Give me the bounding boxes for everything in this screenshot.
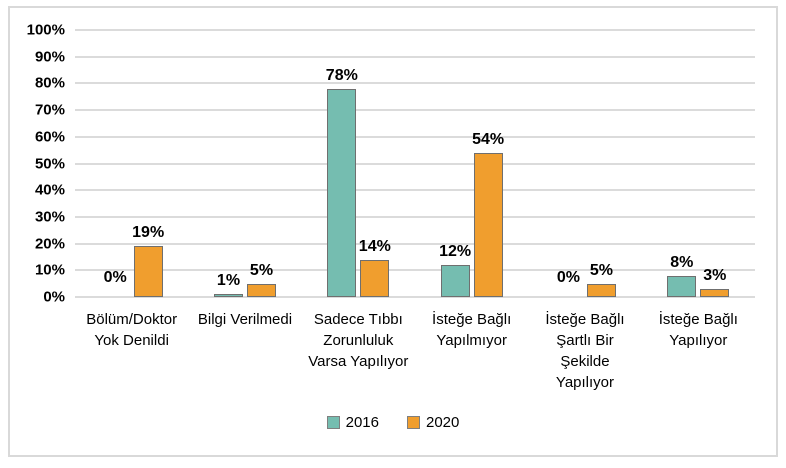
bar-value-label: 8% (670, 253, 694, 271)
gridline (75, 242, 755, 245)
y-tick-label: 0% (43, 288, 65, 306)
bar-rect (667, 275, 697, 297)
bar-value-label: 54% (472, 130, 505, 148)
bar-rect (327, 88, 357, 297)
x-axis-label-6: İsteğe Bağlı Yapılıyor (658, 311, 738, 349)
y-tick-label: 60% (34, 128, 65, 146)
bar-group-5: 0% 5% (528, 30, 641, 297)
bar-group-3: 78% 14% (302, 30, 415, 297)
bar-rect (133, 246, 163, 297)
bar-2016-category-4: 12% (439, 243, 471, 297)
x-axis-label-5: İsteğe Bağlı Şartlı Bir Şekilde Yapılıyo… (545, 311, 625, 391)
bar-2020-category-6: 3% (700, 268, 730, 297)
bar-rect (440, 264, 470, 297)
x-axis-label-3: Sadece Tıbbı Zorunluluk Varsa Yapılıyor (308, 311, 409, 370)
bar-value-label: 5% (249, 261, 274, 279)
gridline (75, 296, 755, 298)
legend-swatch-icon (326, 416, 340, 429)
bar-2016-category-3: 78% (326, 67, 358, 297)
y-tick-label: 80% (34, 74, 65, 92)
bar-2016-category-6: 8% (667, 254, 697, 297)
gridline (75, 109, 755, 112)
y-tick-label: 50% (34, 155, 65, 172)
bar-2020-category-5: 5% (586, 262, 616, 297)
legend-item-2016: 2016 (326, 414, 379, 431)
bar-value-label: 78% (325, 66, 358, 84)
bar-2020-category-3: 14% (359, 238, 391, 297)
bar-group-1: 0% 19% (75, 30, 188, 297)
gridline (75, 269, 755, 272)
bar-value-label: 19% (132, 224, 165, 242)
bar-2020-category-2: 5% (246, 262, 276, 297)
bar-rect (700, 289, 730, 297)
bar-value-label: 0% (103, 269, 127, 286)
bar-rect (473, 152, 503, 297)
x-axis-labels: Bölüm/Doktor Yok Denildi Bilgi Verilmedi S… (75, 309, 755, 393)
bar-groups: 0% 19% 1% 5% 78% 14% 12% 54% 0% 5% 8% 3% (75, 30, 755, 297)
bar-2016-category-2: 1% (213, 273, 243, 297)
x-axis-label-4: İsteğe Bağlı Yapılmıyor (432, 311, 512, 349)
x-axis-label-1: Bölüm/Doktor Yok Denildi (86, 311, 178, 349)
bar-value-label: 12% (439, 242, 472, 260)
gridline (75, 29, 755, 31)
bar-value-label: 14% (358, 237, 391, 255)
gridline (75, 82, 755, 85)
legend-label: 2016 (345, 414, 379, 431)
bar-2020-category-1: 19% (132, 225, 164, 297)
y-tick-label: 10% (34, 261, 65, 279)
y-tick-label: 20% (34, 235, 65, 253)
legend-item-2020: 2020 (407, 414, 459, 431)
legend: 2016 2020 (10, 414, 776, 431)
bar-rect (213, 294, 243, 297)
x-axis-label-2: Bilgi Verilmedi (197, 311, 293, 328)
bar-rect (246, 283, 276, 297)
bar-group-2: 1% 5% (188, 30, 301, 297)
gridline (75, 162, 755, 165)
gridline (75, 135, 755, 138)
legend-label: 2020 (426, 414, 460, 431)
bar-2020-category-4: 54% (472, 131, 504, 297)
chart-frame: 100% 90% 80% 70% 60% 50% 40% 30% 20% 10% 0% 0% 19% 1… (8, 6, 778, 457)
bar-value-label: 1% (216, 272, 241, 290)
bar-rect (586, 283, 616, 297)
bar-group-6: 8% 3% (642, 30, 755, 297)
y-tick-label: 100% (26, 21, 65, 39)
y-tick-label: 40% (34, 181, 65, 199)
bar-value-label: 0% (556, 269, 581, 286)
gridline (75, 189, 755, 192)
bar-group-4: 12% 54% (415, 30, 528, 297)
plot-area: 0% 19% 1% 5% 78% 14% 12% 54% 0% 5% 8% 3% (75, 29, 755, 298)
legend-swatch-icon (407, 416, 420, 429)
y-tick-label: 90% (34, 48, 65, 66)
bar-rect (360, 259, 390, 297)
y-tick-label: 70% (34, 101, 65, 119)
bar-value-label: 3% (703, 267, 727, 284)
gridline (75, 215, 755, 218)
bar-value-label: 5% (589, 261, 614, 279)
gridline (75, 55, 755, 58)
y-tick-label: 30% (34, 208, 65, 226)
